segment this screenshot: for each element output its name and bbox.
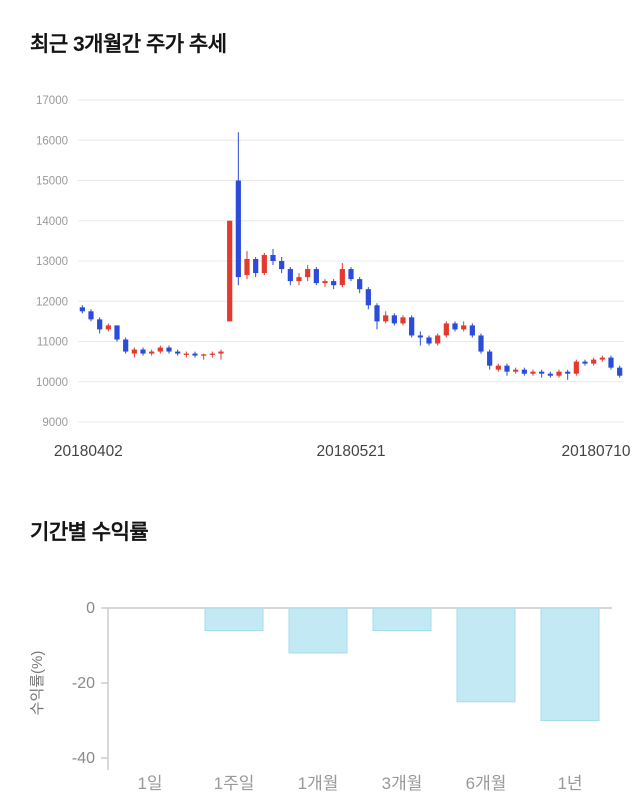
svg-text:11000: 11000 — [37, 337, 68, 349]
returns-chart-title: 기간별 수익률 — [30, 521, 149, 544]
svg-text:6개월: 6개월 — [466, 774, 507, 793]
svg-text:17000: 17000 — [36, 95, 68, 107]
price-chart-title: 최근 3개월간 주가 추세 — [30, 33, 227, 56]
svg-text:14000: 14000 — [36, 216, 68, 228]
svg-text:1년: 1년 — [557, 774, 582, 793]
svg-text:20180521: 20180521 — [317, 443, 386, 460]
svg-text:0: 0 — [86, 600, 95, 617]
svg-text:1주일: 1주일 — [214, 774, 255, 793]
svg-text:-20: -20 — [72, 675, 95, 692]
price-candlestick-chart: 17000 16000 15000 14000 13000 12000 11000 10000… — [36, 95, 631, 460]
svg-text:20180710: 20180710 — [562, 443, 631, 460]
svg-text:20180402: 20180402 — [54, 443, 123, 460]
svg-text:9000: 9000 — [42, 417, 68, 429]
svg-text:12000: 12000 — [36, 296, 68, 308]
svg-text:10000: 10000 — [36, 377, 68, 389]
svg-text:1개월: 1개월 — [298, 774, 339, 793]
svg-text:1일: 1일 — [137, 774, 162, 793]
svg-text:13000: 13000 — [36, 256, 68, 268]
svg-text:16000: 16000 — [36, 135, 68, 147]
svg-text:-40: -40 — [72, 750, 95, 767]
returns-bar-chart: 0 -20 -40 1일 1주일 1개월 3개월 6개월 1년 수익률(%) — [29, 600, 612, 793]
svg-text:3개월: 3개월 — [382, 774, 423, 793]
svg-text:수익률(%): 수익률(%) — [29, 651, 46, 716]
svg-text:15000: 15000 — [36, 176, 68, 188]
